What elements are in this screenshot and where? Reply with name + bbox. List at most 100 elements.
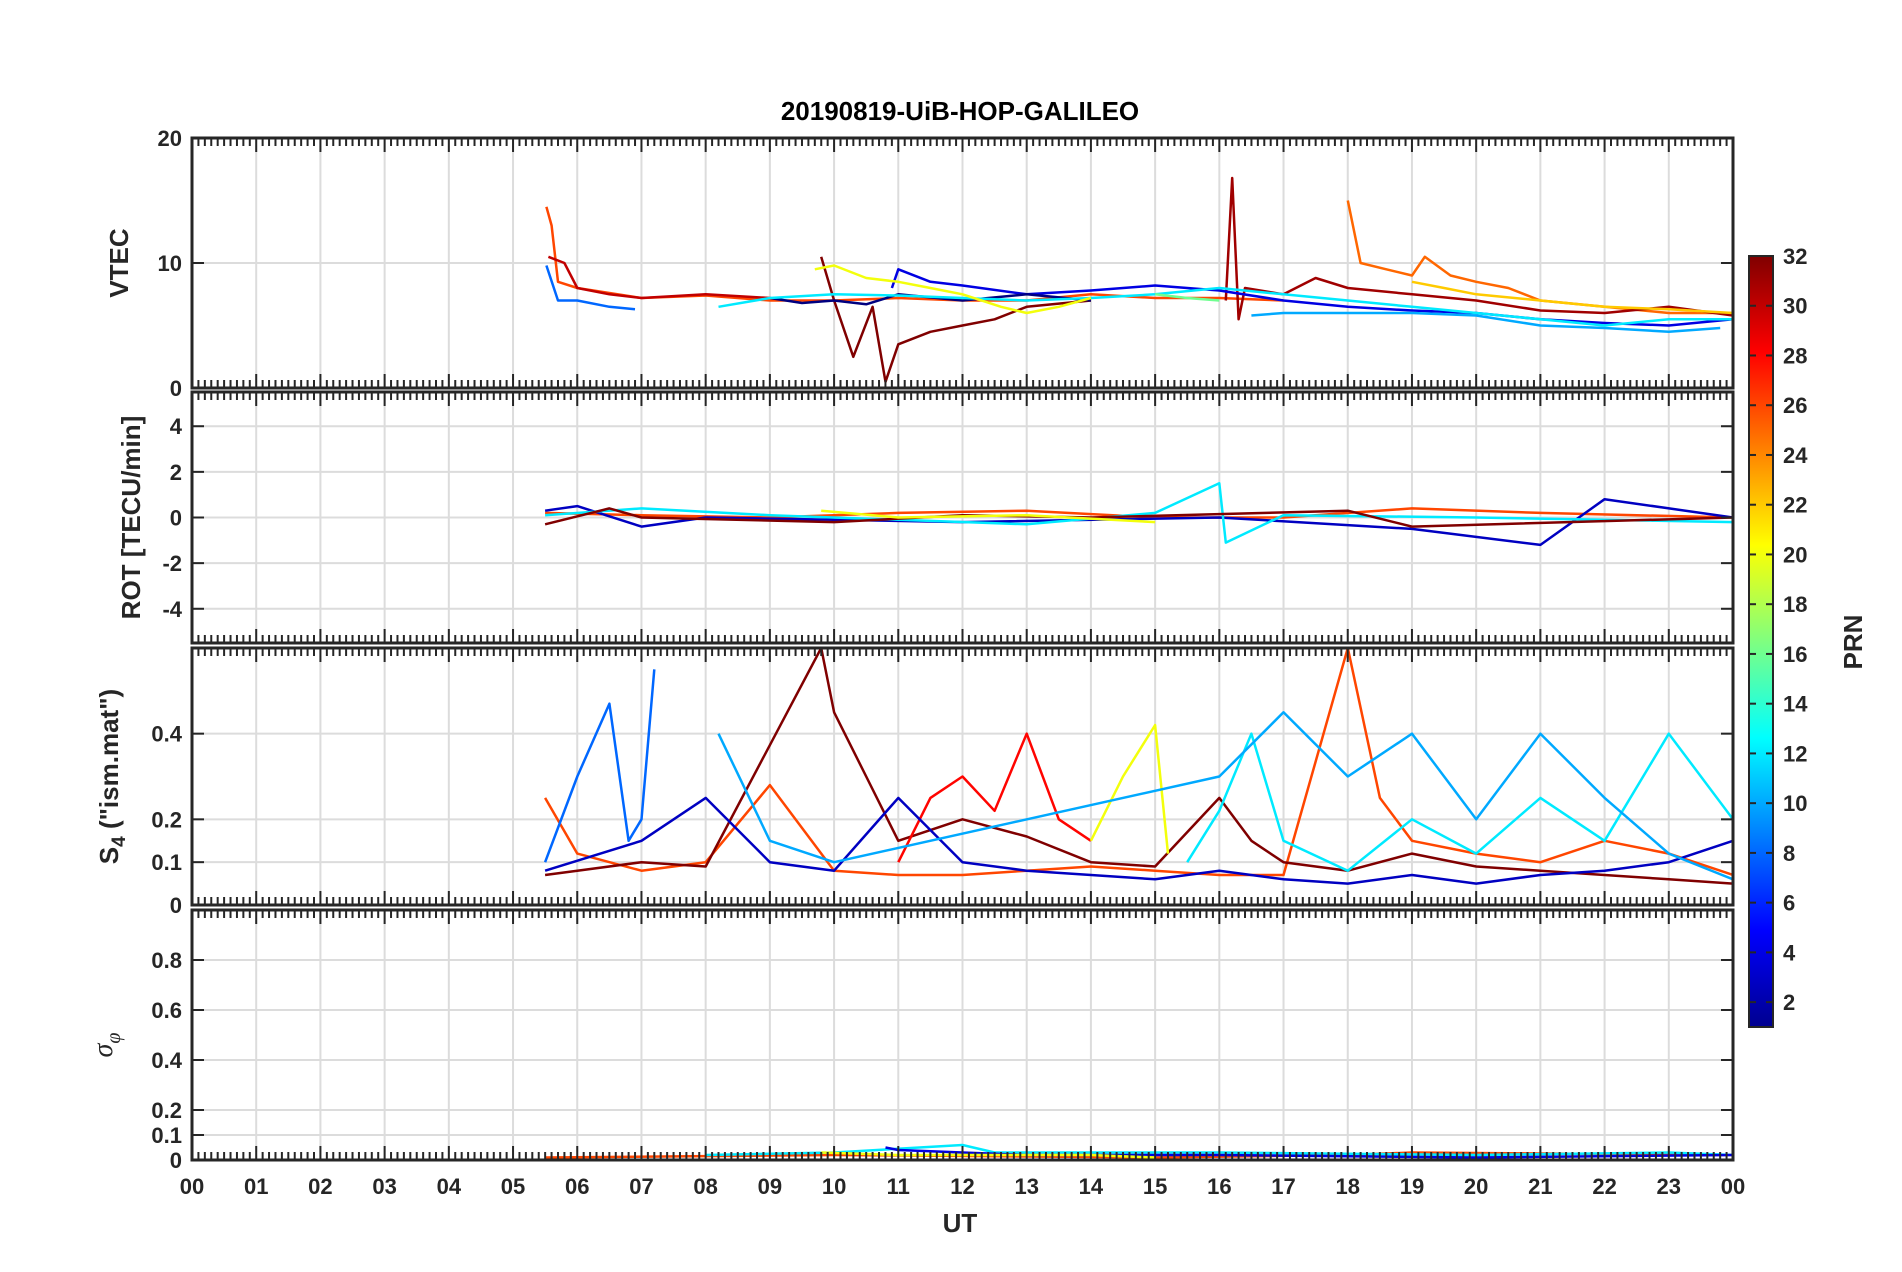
axes-frame [190,136,1735,390]
y-tick-label: 0.4 [151,722,182,747]
colorbar-tick-label: 4 [1783,940,1796,965]
series-group [544,482,1733,547]
x-axis: 00 01 02 03 04 05 06 07 08 09 10 11 12 13 14 15 16 17 18 19… [180,1174,1745,1199]
colorbar-tick-label: 8 [1783,841,1795,866]
x-tick-label: 16 [1207,1174,1231,1199]
y-axis-label: S4 ("ism.mat") [94,689,130,864]
colorbar-tick-label: 32 [1783,244,1807,269]
x-tick-label: 08 [693,1174,717,1199]
x-tick-label: 02 [308,1174,332,1199]
y-tick-label: 0.6 [151,998,182,1023]
colorbar-tick-label: 20 [1783,542,1807,567]
y-tick-label: 2 [170,460,182,485]
y-tick-label: 10 [158,251,182,276]
panel-4: 00.10.2 0.4 0.6 0.8 σφ [88,908,1735,1173]
x-tick-label: 01 [244,1174,268,1199]
series-line-prn-22 [1411,280,1733,315]
panel-2: -4 -2 0 2 4 ROT [TECU/min] [116,390,1735,645]
series-line-prn-1 [769,293,1092,306]
colorbar-tick-label: 18 [1783,592,1807,617]
y-tick-label: 0 [170,506,182,531]
x-tick-label: 23 [1657,1174,1681,1199]
x-tick-label: 22 [1592,1174,1616,1199]
colorbar-tick-label: 26 [1783,393,1807,418]
colorbar-tick-label: 14 [1783,692,1808,717]
y-tick-label: 4 [170,414,183,439]
x-tick-label: 18 [1336,1174,1360,1199]
y-tick-label: 0.1 [151,1123,182,1148]
x-tick-label: 07 [629,1174,653,1199]
series-line-prn-10 [717,711,1733,881]
series-group [543,648,1733,885]
y-tick-label: 0 [170,376,182,401]
colorbar-label: PRN [1838,615,1868,670]
x-tick-label: 15 [1143,1174,1167,1199]
x-tick-label: 21 [1528,1174,1552,1199]
colorbar-tick-label: 28 [1783,343,1807,368]
x-tick-label: 00 [1721,1174,1745,1199]
y-axis-label: VTEC [104,228,134,298]
y-tick-label: -4 [162,597,182,622]
x-tick-label: 13 [1014,1174,1038,1199]
colorbar-tick-label: 2 [1783,990,1795,1015]
y-tick-label: 0.2 [151,1098,182,1123]
x-tick-label: 14 [1079,1174,1104,1199]
x-tick-label: 05 [501,1174,525,1199]
y-tick-label: 0.4 [151,1048,182,1073]
y-tick-label: -2 [162,551,182,576]
series-line-prn-12 [718,286,1733,327]
x-tick-label: 00 [180,1174,204,1199]
series-line-prn-32 [544,648,1733,885]
y-axis-label: σφ [88,1033,125,1058]
axes-frame [190,646,1735,907]
series-line-prn-8 [545,265,636,311]
series-line-prn-28 [897,732,1092,863]
series-line-prn-31 [1224,176,1733,321]
x-tick-label: 12 [950,1174,974,1199]
series-group [545,176,1733,384]
x-tick-label: 11 [887,1174,910,1199]
series-line-prn-32 [820,256,1092,384]
x-tick-label: 04 [437,1174,462,1199]
series-line-prn-12 [545,482,1733,544]
series-line-prn-10 [1251,311,1721,334]
axes-frame [190,908,1735,1162]
x-tick-label: 03 [372,1174,396,1199]
colorbar-tick-label: 6 [1783,891,1795,916]
series-group [545,1143,1733,1159]
panel-1: 0 10 20 VTEC [104,126,1735,401]
y-tick-label: 0.2 [151,807,182,832]
panel-3: 0 0.1 0.2 0.4 S4 ("ism.mat") [94,646,1735,918]
y-tick-label: 0.1 [151,850,182,875]
series-line-prn-20 [821,509,1156,524]
y-tick-label: 20 [158,126,182,151]
colorbar-tick-label: 22 [1783,493,1807,518]
x-tick-label: 17 [1271,1174,1295,1199]
x-axis-label: UT [943,1208,978,1238]
series-line-prn-3 [544,796,1733,885]
x-tick-label: 10 [822,1174,846,1199]
colorbar-frame [1748,255,1774,1028]
series-line-prn-20 [814,264,1092,315]
x-tick-label: 19 [1400,1174,1424,1199]
colorbar-tick-label: 30 [1783,294,1807,319]
colorbar-tick-label: 16 [1783,642,1807,667]
colorbar-tick-label: 24 [1783,443,1808,468]
colorbar-tick-label: 12 [1783,741,1807,766]
x-tick-label: 06 [565,1174,589,1199]
axes-frame [190,390,1735,645]
x-tick-label: 09 [758,1174,782,1199]
chart-title: 20190819-UiB-HOP-GALILEO [781,96,1139,126]
x-tick-label: 20 [1464,1174,1488,1199]
series-line-prn-12 [1186,732,1733,872]
series-line-prn-8 [543,669,656,863]
y-axis-label: ROT [TECU/min] [116,416,146,620]
y-tick-label: 0 [170,1148,182,1173]
colorbar-tick-label: 10 [1783,791,1807,816]
y-tick-label: 0.8 [151,948,182,973]
series-line-prn-16 [1154,293,1220,302]
y-tick-label: 0 [170,893,182,918]
